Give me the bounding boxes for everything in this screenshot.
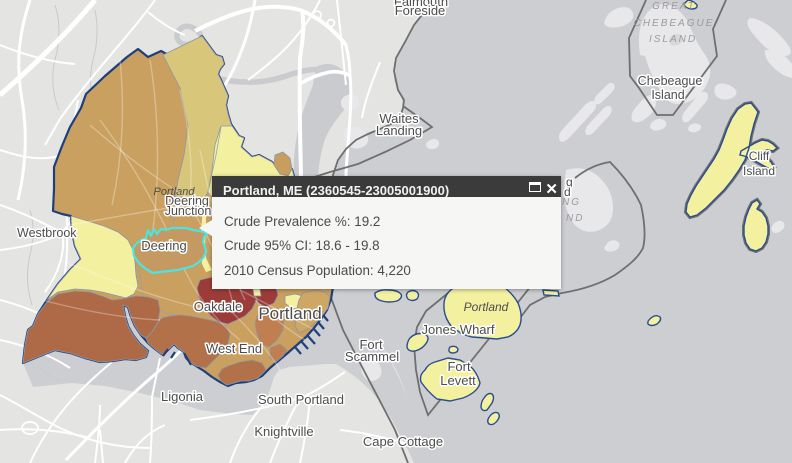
svg-text:Scammel: Scammel [345,349,399,364]
svg-text:Ligonia: Ligonia [161,389,204,404]
svg-text:Deering: Deering [141,238,187,253]
svg-text:Portland: Portland [154,186,196,198]
svg-text:Jones Wharf: Jones Wharf [422,322,495,337]
svg-text:Portland: Portland [464,300,509,314]
svg-text:Waites: Waites [379,111,419,126]
svg-text:Oakdale: Oakdale [194,299,242,314]
svg-text:Deering: Deering [165,194,209,208]
svg-text:Landing: Landing [376,123,422,138]
svg-text:ND: ND [566,213,584,224]
svg-text:Foreside: Foreside [395,3,446,18]
svg-text:Knightville: Knightville [254,424,313,439]
svg-text:Island: Island [651,88,684,102]
svg-text:Fort: Fort [447,359,471,374]
svg-text:Westbrook: Westbrook [17,226,77,240]
svg-text:Cliff: Cliff [749,149,770,163]
svg-text:Portland: Portland [258,304,321,323]
svg-text:Levett: Levett [440,373,476,388]
svg-text:West End: West End [206,341,262,356]
svg-text:g: g [566,175,573,189]
svg-text:Junction: Junction [165,204,212,218]
svg-text:South Portland: South Portland [258,392,344,407]
svg-text:Fort: Fort [359,337,383,352]
svg-text:Island: Island [743,164,775,178]
svg-text:NG: NG [562,197,581,208]
svg-text:CHEBEAGUE: CHEBEAGUE [634,18,715,29]
svg-text:Cape Cottage: Cape Cottage [363,434,443,449]
svg-text:ISLAND: ISLAND [649,34,697,45]
svg-text:d: d [564,185,571,199]
svg-text:Falmouth: Falmouth [394,0,448,9]
svg-text:Chebeague: Chebeague [638,74,703,88]
svg-text:GREAT: GREAT [652,1,696,12]
